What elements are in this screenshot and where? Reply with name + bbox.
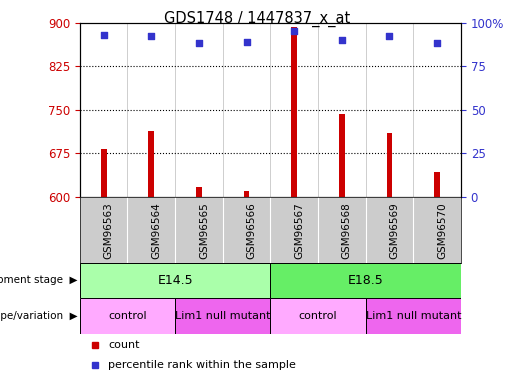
Point [385,33,393,39]
Point [147,33,156,39]
Text: E14.5: E14.5 [157,274,193,287]
Bar [196,187,202,197]
Text: GSM96564: GSM96564 [151,202,161,259]
Point [433,40,441,46]
Point [243,39,251,45]
Bar [175,298,270,334]
Text: development stage  ▶: development stage ▶ [0,275,77,285]
Text: control: control [108,311,147,321]
Bar [101,148,107,197]
Text: percentile rank within the sample: percentile rank within the sample [108,360,296,370]
Point [99,32,108,38]
Bar [270,298,366,334]
Bar [339,114,345,197]
Text: GSM96570: GSM96570 [437,202,447,259]
Point [290,28,298,34]
Bar [291,27,297,197]
Text: genotype/variation  ▶: genotype/variation ▶ [0,311,77,321]
Text: GSM96565: GSM96565 [199,202,209,259]
Text: count: count [108,340,140,350]
Text: GSM96567: GSM96567 [294,202,304,259]
Bar [244,191,249,197]
Bar [148,131,154,197]
Text: Lim1 null mutant: Lim1 null mutant [175,311,270,321]
Point [195,40,203,46]
Point [338,37,346,43]
Text: Lim1 null mutant: Lim1 null mutant [366,311,461,321]
Bar [270,262,461,298]
Bar [387,133,392,197]
Bar [434,172,440,197]
Bar [366,298,461,334]
Bar [80,262,270,298]
Text: GDS1748 / 1447837_x_at: GDS1748 / 1447837_x_at [164,11,351,27]
Bar [80,298,175,334]
Text: GSM96566: GSM96566 [247,202,256,259]
Text: GSM96563: GSM96563 [104,202,114,259]
Text: E18.5: E18.5 [348,274,384,287]
Text: GSM96569: GSM96569 [389,202,400,259]
Text: GSM96568: GSM96568 [342,202,352,259]
Text: control: control [299,311,337,321]
